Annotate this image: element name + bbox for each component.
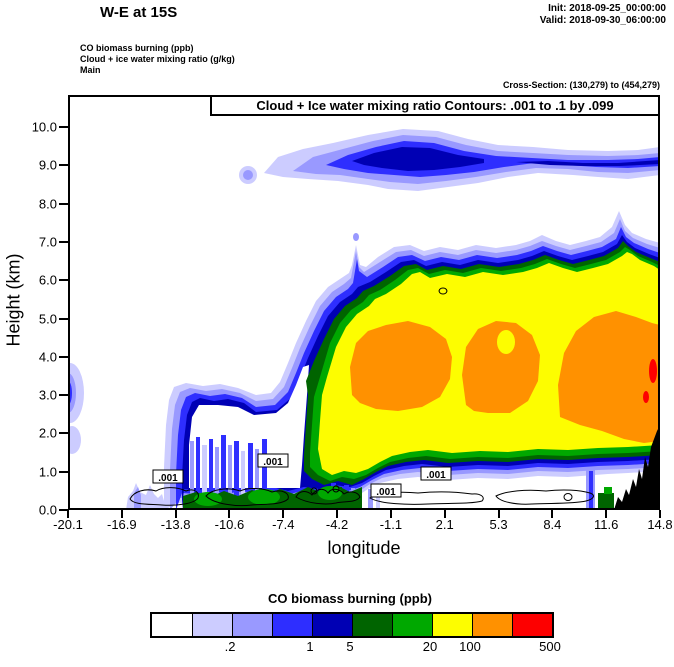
contour-label-text: .001: [376, 487, 396, 498]
colorbar-cell: [352, 614, 392, 636]
contour-label-box: .001: [152, 469, 184, 484]
y-tick-label: 2.0: [38, 425, 57, 441]
upper-co-band: [239, 129, 660, 191]
colorbar-label: 20: [422, 639, 438, 654]
y-tick-mark: [59, 126, 68, 128]
x-tick-label: -10.6: [214, 517, 245, 532]
x-tick-label: -16.9: [106, 517, 137, 532]
colorbar-cell: [272, 614, 312, 636]
x-tick-label: 5.3: [489, 517, 508, 532]
legend-line: Cloud + ice water mixing ratio (g/kg): [80, 54, 235, 64]
x-tick-label: -4.2: [325, 517, 349, 532]
contour-label-box: .001: [420, 466, 452, 481]
y-tick-mark: [59, 317, 68, 320]
colorbar-title: CO biomass burning (ppb): [268, 591, 432, 606]
colorbar-cell: [152, 614, 192, 636]
field-legend: CO biomass burning (ppb) Cloud + ice wate…: [80, 43, 235, 76]
x-tick-mark: [497, 510, 500, 518]
x-tick-label: 11.6: [594, 517, 619, 532]
contour-labels: .001 .001 .001 .001: [152, 453, 452, 498]
y-tick-label: 10.0: [31, 119, 57, 135]
x-tick-label: 14.8: [647, 517, 673, 532]
terrain: [614, 425, 660, 510]
colorbar-cell: [392, 614, 432, 636]
y-tick-mark: [59, 355, 68, 358]
x-tick-label: 2.1: [435, 517, 454, 532]
y-tick-mark: [59, 202, 68, 205]
colorbar-cell: [472, 614, 512, 636]
left-edge-blobs: [68, 363, 164, 510]
x-tick-mark: [228, 510, 231, 518]
x-axis-title: longitude: [327, 538, 401, 558]
legend-line: CO biomass burning (ppb): [80, 43, 194, 53]
cross-section-label: Cross-Section: (130,279) to (454,279): [502, 80, 660, 90]
init-time: Init: 2018-09-25_00:00:00: [548, 3, 666, 14]
contour-label-box: .001: [370, 483, 402, 498]
colorbar-label: 1: [306, 639, 314, 654]
colorbar-cell: [512, 614, 552, 636]
x-tick-mark: [658, 510, 661, 518]
page-title: W-E at 15S: [100, 4, 178, 21]
cross-section-plot: .001 .001 .001 .001: [68, 95, 660, 510]
y-tick-label: 0.0: [38, 502, 57, 518]
y-tick-mark: [59, 432, 68, 435]
valid-time: Valid: 2018-09-30_06:00:00: [539, 15, 666, 26]
cloud-ice-contours: [129, 287, 594, 507]
x-tick-label: -7.4: [272, 517, 295, 532]
y-tick-mark: [59, 470, 68, 473]
contour-label-box: .001: [257, 453, 289, 468]
x-tick-mark: [605, 510, 608, 518]
contour-label-text: .001: [263, 457, 283, 468]
y-tick-label: 5.0: [38, 311, 57, 326]
x-tick-mark: [336, 510, 339, 518]
contour-label-text: .001: [426, 470, 446, 481]
y-tick-label: 8.0: [38, 196, 57, 212]
x-tick-mark: [67, 510, 69, 518]
colorbar-cell: [312, 614, 352, 636]
co-plume-shading: [164, 211, 660, 510]
legend-line: Main: [80, 65, 101, 75]
x-tick-mark: [282, 510, 285, 518]
x-tick-mark: [174, 510, 177, 518]
y-tick-label: 3.0: [38, 387, 57, 403]
x-tick-label: -13.8: [160, 517, 191, 532]
x-tick-mark: [443, 510, 446, 518]
x-tick-mark: [551, 510, 554, 518]
colorbar-label: 5: [346, 639, 354, 654]
y-tick-mark: [59, 509, 68, 511]
init-valid-times: Init: 2018-09-25_00:00:00 Valid: 2018-09…: [540, 3, 666, 27]
y-axis-title: Height (km): [3, 253, 24, 347]
y-tick-label: 7.0: [38, 234, 57, 250]
x-tick-mark: [120, 510, 123, 518]
x-tick-label: -1.1: [379, 517, 403, 532]
y-tick-mark: [59, 394, 68, 397]
contour-label-text: .001: [158, 473, 178, 484]
x-tick-label: -20.1: [53, 517, 83, 532]
colorbar-cell: [232, 614, 272, 636]
y-tick-label: 1.0: [38, 464, 57, 480]
y-tick-mark: [59, 240, 68, 243]
y-tick-mark: [59, 164, 68, 167]
y-tick-label: 9.0: [38, 157, 57, 173]
colorbar-cell: [192, 614, 232, 636]
colorbar: [150, 612, 554, 638]
y-tick-mark: [59, 279, 68, 282]
colorbar-label: 100: [459, 639, 481, 654]
colorbar-label: 500: [539, 639, 561, 654]
colorbar-label: .2: [224, 639, 236, 654]
y-tick-label: 6.0: [38, 272, 57, 288]
colorbar-cell: [432, 614, 472, 636]
x-tick-label: 8.4: [543, 517, 562, 532]
y-tick-label: 4.0: [38, 349, 57, 365]
contour-note: Cloud + Ice water mixing ratio Contours:…: [210, 95, 660, 116]
x-tick-mark: [389, 510, 392, 518]
